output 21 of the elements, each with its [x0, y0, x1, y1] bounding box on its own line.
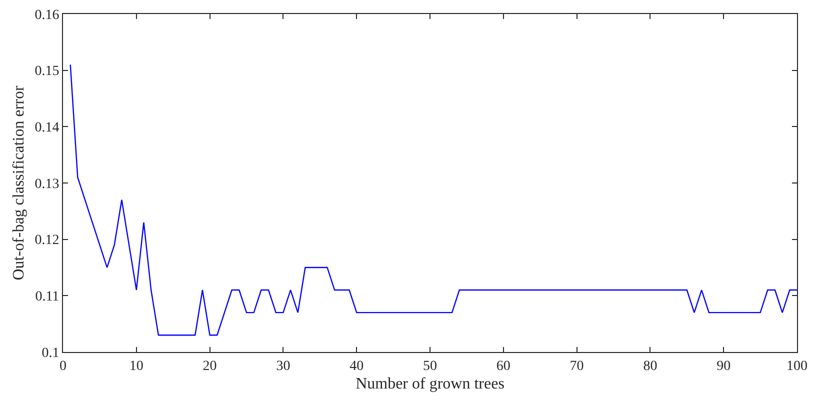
line-series	[70, 64, 797, 336]
x-tick-label: 20	[202, 358, 217, 374]
y-tick-label: 0.16	[34, 8, 60, 23]
y-axis-title: Out-of-bag classification error	[10, 85, 28, 280]
x-tick-label: 70	[570, 358, 584, 374]
x-tick-label: 100	[786, 358, 808, 374]
x-tick-label: 30	[276, 358, 290, 374]
y-tick-label: 0.15	[34, 64, 60, 80]
x-axis-title: Number of grown trees	[356, 376, 504, 392]
y-tick-label: 0.14	[34, 120, 60, 136]
y-tick-label: 0.13	[34, 176, 60, 192]
x-tick-label: 10	[129, 358, 144, 374]
y-tick-label: 0.1	[42, 346, 60, 361]
y-tick-label: 0.12	[34, 233, 60, 248]
x-tick-label: 50	[423, 358, 437, 374]
x-tick-label: 0	[60, 358, 66, 374]
y-tick-label: 0.11	[35, 290, 60, 305]
x-tick-label: 40	[350, 358, 364, 374]
x-tick-label: 60	[496, 358, 510, 374]
x-tick-label: 90	[716, 358, 731, 374]
x-tick-label: 80	[643, 358, 658, 374]
